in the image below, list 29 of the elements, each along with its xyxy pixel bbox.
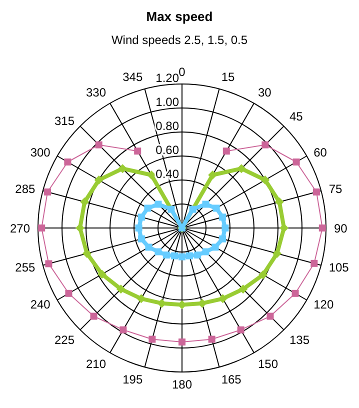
spoke-label: 255 xyxy=(15,260,36,275)
spoke-label: 180 xyxy=(172,378,192,392)
spoke-label: 30 xyxy=(258,85,272,100)
chart-title: Max speed xyxy=(145,8,214,26)
spoke-label: 135 xyxy=(289,333,310,347)
spoke-label: 210 xyxy=(86,357,106,372)
spoke-label: 60 xyxy=(314,145,328,160)
spoke-label: 345 xyxy=(122,70,143,84)
spoke-label: 165 xyxy=(221,372,242,386)
spoke-label: 240 xyxy=(30,297,51,312)
spoke-label: 0 xyxy=(178,65,186,79)
spoke-label: 315 xyxy=(54,114,75,128)
spoke-label: 120 xyxy=(314,297,334,312)
spoke-label: 225 xyxy=(54,333,75,347)
spoke-label: 15 xyxy=(221,70,236,84)
chart-subtitle: Wind speeds 2.5, 1.5, 0.5 xyxy=(110,32,249,48)
spoke-label: 105 xyxy=(328,260,350,275)
spoke-label: 45 xyxy=(289,110,304,124)
spoke-label: 150 xyxy=(258,357,278,372)
spoke-label: 330 xyxy=(86,85,106,100)
spoke-label: 75 xyxy=(328,182,342,196)
spoke-label: 300 xyxy=(30,145,51,160)
spoke-label: 90 xyxy=(334,221,348,236)
spoke-label: 285 xyxy=(15,182,36,196)
y-tick-label: 0.80 xyxy=(156,119,180,133)
spoke-label: 195 xyxy=(122,372,143,386)
spoke-label: 270 xyxy=(10,221,30,236)
y-tick-label: 1.00 xyxy=(156,95,180,109)
y-tick-label: 1.20 xyxy=(156,71,180,85)
